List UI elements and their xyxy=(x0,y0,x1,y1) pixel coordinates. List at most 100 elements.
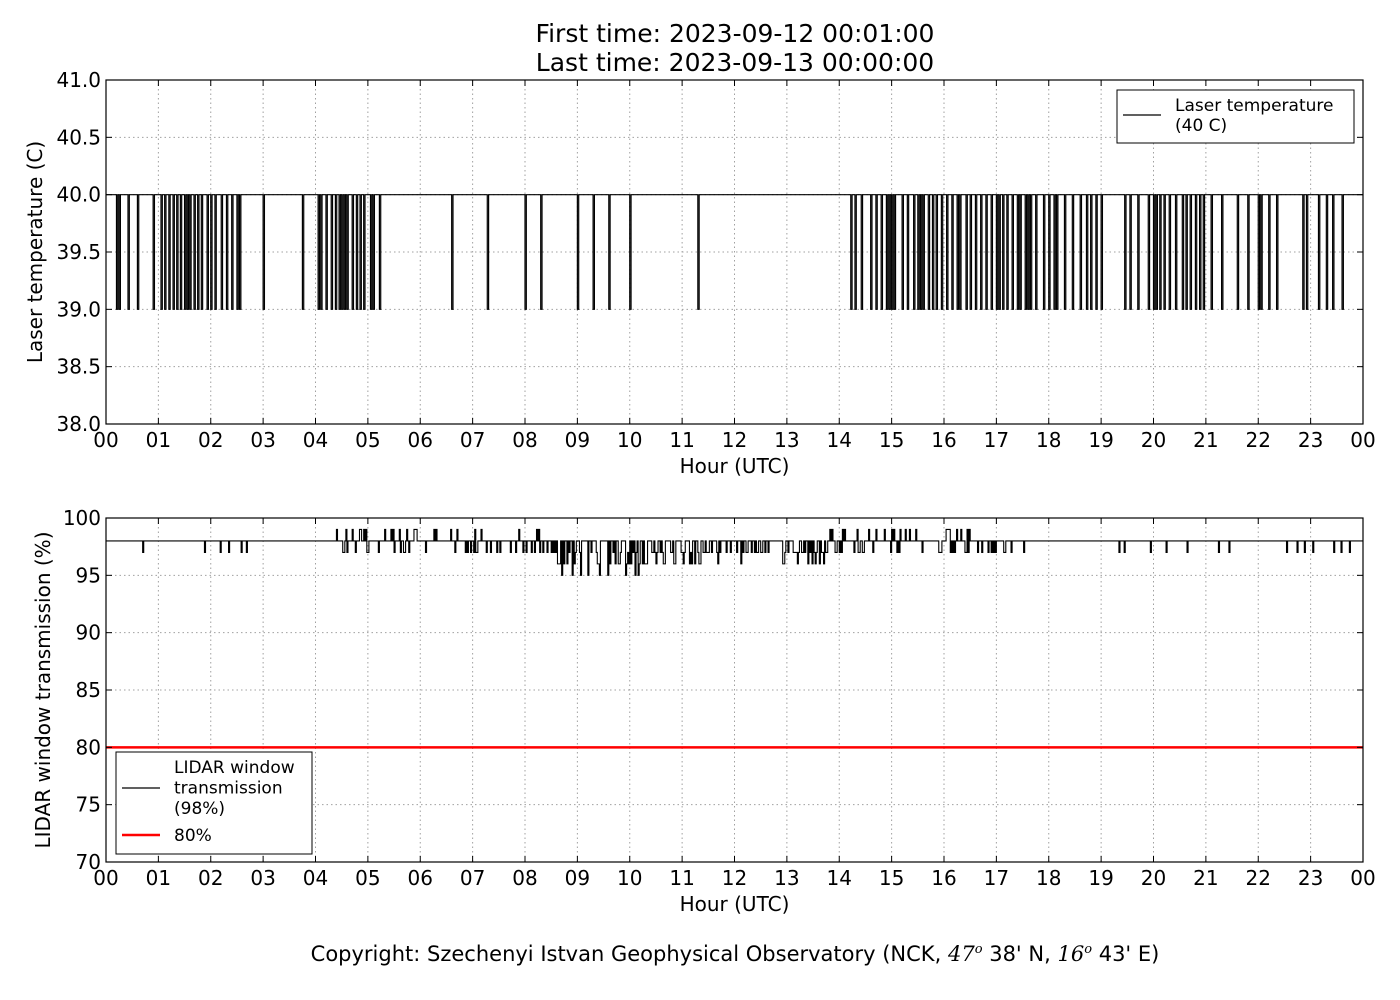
legend-label: Laser temperature xyxy=(1175,96,1333,116)
x-tick-label: 15 xyxy=(879,428,904,452)
x-tick-label: 05 xyxy=(355,428,380,452)
laser-temperature-line xyxy=(106,194,1363,310)
x-tick-label: 05 xyxy=(355,866,380,890)
x-tick-label: 06 xyxy=(408,428,433,452)
degree-mark: o xyxy=(974,942,983,957)
legend-label: LIDAR window xyxy=(174,758,295,778)
x-tick-label: 20 xyxy=(1141,866,1166,890)
latitude-degrees-value: 47 xyxy=(947,942,975,966)
chart-title-last-time: Last time: 2023-09-13 00:00:00 xyxy=(535,48,935,77)
x-tick-label: 22 xyxy=(1246,866,1271,890)
x-axis-label: Hour (UTC) xyxy=(680,892,790,916)
x-tick-label: 10 xyxy=(617,428,642,452)
x-tick-label: 17 xyxy=(984,428,1009,452)
x-tick-label: 02 xyxy=(198,428,223,452)
x-tick-label: 04 xyxy=(303,428,328,452)
x-tick-label: 19 xyxy=(1088,866,1113,890)
x-tick-label: 01 xyxy=(146,866,171,890)
y-axis-label: Laser temperature (C) xyxy=(23,141,47,363)
x-tick-label: 16 xyxy=(931,428,956,452)
x-tick-label: 00 xyxy=(1350,866,1375,890)
x-tick-label: 21 xyxy=(1193,428,1218,452)
x-tick-label: 06 xyxy=(408,866,433,890)
y-tick-label: 90 xyxy=(76,621,101,645)
x-tick-label: 15 xyxy=(879,866,904,890)
x-tick-label: 01 xyxy=(146,428,171,452)
x-tick-label: 20 xyxy=(1141,428,1166,452)
x-tick-label: 08 xyxy=(512,428,537,452)
axis-ticks: 00 01 02 03 04 05 06 07 08 09 10 11 12 13 14 15 16 17 18 19… xyxy=(56,68,1375,452)
y-tick-label: 40.0 xyxy=(56,183,101,207)
x-tick-label: 23 xyxy=(1298,428,1323,452)
x-tick-label: 09 xyxy=(565,866,590,890)
x-tick-label: 21 xyxy=(1193,866,1218,890)
series-lines xyxy=(106,528,1363,749)
y-tick-label: 80 xyxy=(76,735,101,759)
x-tick-label: 08 xyxy=(512,866,537,890)
legend-label: transmission xyxy=(174,779,283,799)
x-axis-label: Hour (UTC) xyxy=(680,454,790,478)
legend-box xyxy=(115,751,313,855)
x-tick-label: 07 xyxy=(460,866,485,890)
legend: Laser temperature(40 C) xyxy=(1116,89,1355,144)
latitude-degrees: 47o xyxy=(948,942,983,966)
y-tick-label: 38.5 xyxy=(56,355,101,379)
x-tick-label: 13 xyxy=(774,866,799,890)
longitude-degrees: 16o xyxy=(1057,942,1092,966)
x-tick-label: 14 xyxy=(827,866,852,890)
x-tick-label: 04 xyxy=(303,866,328,890)
y-tick-label: 41.0 xyxy=(56,68,101,92)
latitude-minutes: 38' N, xyxy=(989,942,1051,966)
x-tick-label: 14 xyxy=(827,428,852,452)
x-tick-label: 09 xyxy=(565,428,590,452)
x-tick-label: 12 xyxy=(722,866,747,890)
axis-ticks: 00 01 02 03 04 05 06 07 08 09 10 11 12 13 14 15 16 17 18 19… xyxy=(63,506,1376,890)
x-tick-label: 03 xyxy=(250,866,275,890)
x-tick-label: 22 xyxy=(1246,428,1271,452)
x-tick-label: 23 xyxy=(1298,866,1323,890)
grid xyxy=(106,518,1363,862)
y-tick-label: 39.5 xyxy=(56,240,101,264)
longitude-degrees-value: 16 xyxy=(1057,942,1085,966)
y-tick-label: 70 xyxy=(76,850,101,874)
legend-label: 80% xyxy=(174,826,212,846)
chart-title-first-time: First time: 2023-09-12 00:01:00 xyxy=(535,19,935,48)
y-tick-label: 95 xyxy=(76,563,101,587)
x-tick-label: 12 xyxy=(722,428,747,452)
lidar-transmission-line xyxy=(106,528,1363,576)
lidar-window-transmission-chart: 00 01 02 03 04 05 06 07 08 09 10 11 12 13 14 15 16 17 18 19… xyxy=(31,506,1376,916)
x-tick-label: 00 xyxy=(93,428,118,452)
x-tick-label: 00 xyxy=(93,866,118,890)
x-tick-label: 03 xyxy=(250,428,275,452)
longitude-minutes: 43' E) xyxy=(1098,942,1160,966)
x-tick-label: 17 xyxy=(984,866,1009,890)
y-tick-label: 100 xyxy=(63,506,101,530)
x-tick-label: 00 xyxy=(1350,428,1375,452)
x-tick-label: 02 xyxy=(198,866,223,890)
x-tick-label: 10 xyxy=(617,866,642,890)
x-tick-label: 11 xyxy=(669,428,694,452)
series-lines xyxy=(106,194,1363,310)
x-tick-label: 07 xyxy=(460,428,485,452)
y-tick-label: 40.5 xyxy=(56,125,101,149)
x-tick-label: 11 xyxy=(669,866,694,890)
y-axis-label: LIDAR window transmission (%) xyxy=(31,532,55,849)
x-tick-label: 18 xyxy=(1036,866,1061,890)
y-tick-label: 39.0 xyxy=(56,297,101,321)
legend-box xyxy=(1116,89,1355,144)
legend-label: (40 C) xyxy=(1175,116,1227,136)
legend-label: (98%) xyxy=(174,799,225,819)
laser-temperature-chart: 00 01 02 03 04 05 06 07 08 09 10 11 12 13 14 15 16 17 18 19… xyxy=(23,68,1376,478)
y-tick-label: 85 xyxy=(76,678,101,702)
copyright-footer: Copyright: Szechenyi Istvan Geophysical … xyxy=(0,936,1400,968)
y-tick-label: 75 xyxy=(76,793,101,817)
x-tick-label: 13 xyxy=(774,428,799,452)
x-tick-label: 16 xyxy=(931,866,956,890)
copyright-text: Copyright: Szechenyi Istvan Geophysical … xyxy=(310,942,942,966)
y-tick-label: 38.0 xyxy=(56,412,101,436)
degree-mark: o xyxy=(1084,942,1093,957)
x-tick-label: 18 xyxy=(1036,428,1061,452)
x-tick-label: 19 xyxy=(1088,428,1113,452)
